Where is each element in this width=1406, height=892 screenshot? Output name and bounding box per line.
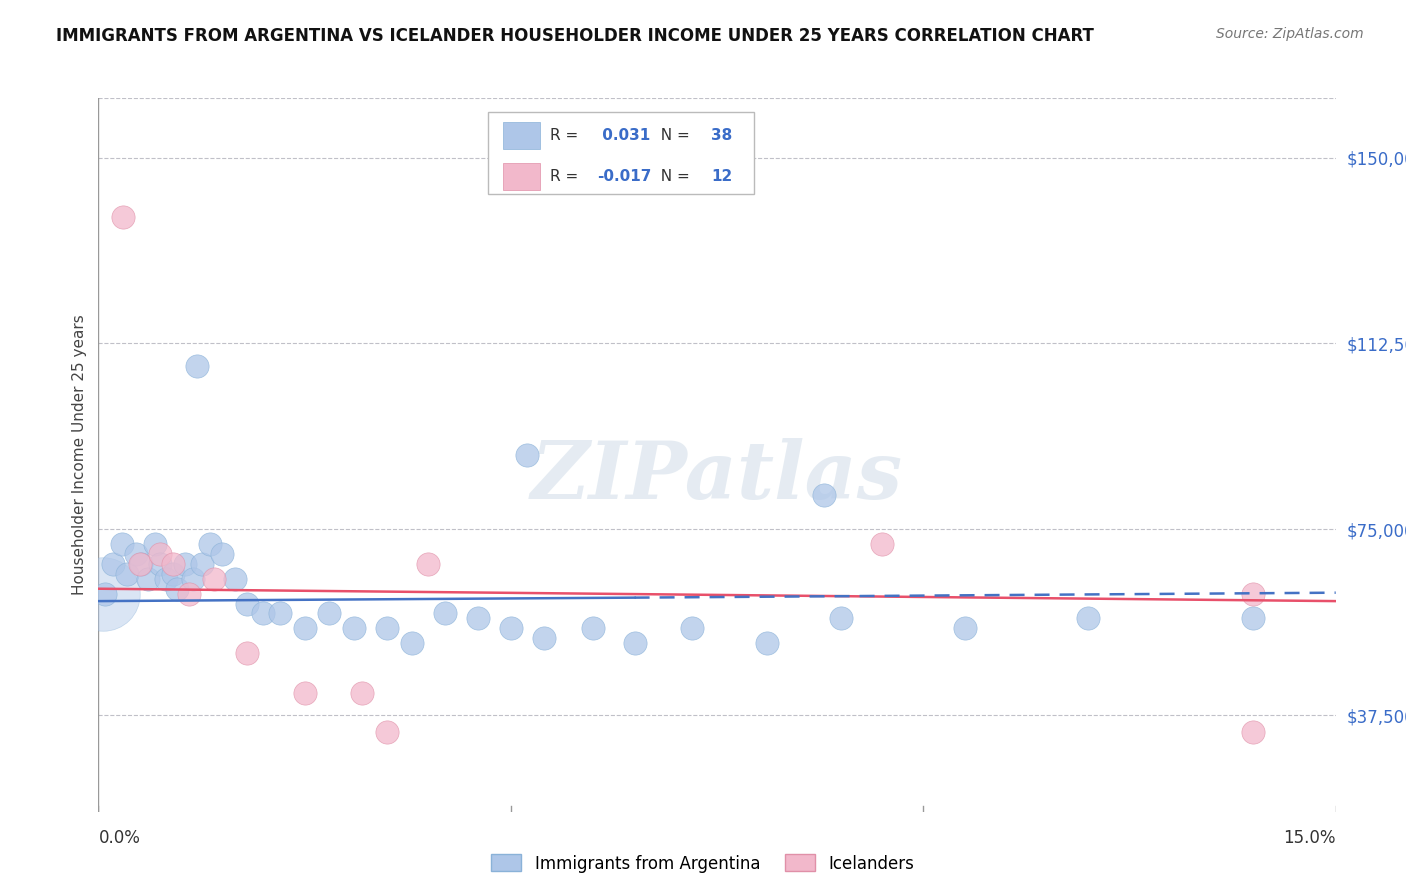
- FancyBboxPatch shape: [503, 122, 540, 149]
- Point: [352, 686, 374, 700]
- Point: [623, 636, 645, 650]
- Legend: Immigrants from Argentina, Icelanders: Immigrants from Argentina, Icelanders: [485, 847, 921, 880]
- Point: [136, 572, 159, 586]
- Point: [143, 537, 166, 551]
- Text: R =: R =: [550, 128, 583, 143]
- Point: [755, 636, 778, 650]
- Text: 0.0%: 0.0%: [98, 829, 141, 847]
- Point: [124, 547, 146, 561]
- Point: [252, 607, 274, 621]
- Point: [186, 359, 208, 373]
- Point: [375, 621, 398, 635]
- Text: Source: ZipAtlas.com: Source: ZipAtlas.com: [1216, 27, 1364, 41]
- Point: [179, 587, 201, 601]
- Text: N =: N =: [651, 169, 695, 184]
- Text: 0.031: 0.031: [598, 128, 651, 143]
- Point: [813, 487, 835, 501]
- Text: -0.017: -0.017: [598, 169, 651, 184]
- FancyBboxPatch shape: [488, 112, 754, 194]
- Point: [128, 557, 150, 571]
- Point: [1241, 725, 1264, 739]
- Point: [830, 611, 852, 625]
- Text: 12: 12: [711, 169, 733, 184]
- Point: [433, 607, 456, 621]
- Point: [202, 572, 225, 586]
- Point: [131, 557, 153, 571]
- Point: [149, 557, 172, 571]
- Point: [953, 621, 976, 635]
- Point: [533, 632, 555, 646]
- Text: N =: N =: [651, 128, 695, 143]
- Point: [582, 621, 605, 635]
- Point: [94, 587, 117, 601]
- Point: [375, 725, 398, 739]
- Point: [174, 557, 197, 571]
- Point: [467, 611, 489, 625]
- Point: [103, 557, 125, 571]
- Text: IMMIGRANTS FROM ARGENTINA VS ICELANDER HOUSEHOLDER INCOME UNDER 25 YEARS CORRELA: IMMIGRANTS FROM ARGENTINA VS ICELANDER H…: [56, 27, 1094, 45]
- Point: [343, 621, 366, 635]
- Point: [190, 557, 212, 571]
- Point: [198, 537, 221, 551]
- Text: 38: 38: [711, 128, 733, 143]
- Point: [112, 210, 135, 224]
- Point: [870, 537, 893, 551]
- Point: [516, 448, 538, 462]
- Point: [149, 547, 172, 561]
- Point: [162, 566, 184, 581]
- Point: [1077, 611, 1099, 625]
- Point: [236, 597, 259, 611]
- Text: 15.0%: 15.0%: [1284, 829, 1336, 847]
- Point: [294, 621, 316, 635]
- Point: [181, 572, 204, 586]
- Point: [1241, 587, 1264, 601]
- Point: [681, 621, 703, 635]
- Point: [117, 566, 139, 581]
- Point: [224, 572, 246, 586]
- Point: [155, 572, 177, 586]
- Point: [318, 607, 340, 621]
- Point: [1241, 611, 1264, 625]
- Point: [162, 557, 184, 571]
- Point: [499, 621, 522, 635]
- Point: [166, 582, 188, 596]
- FancyBboxPatch shape: [503, 163, 540, 190]
- Point: [401, 636, 423, 650]
- Point: [418, 557, 440, 571]
- Y-axis label: Householder Income Under 25 years: Householder Income Under 25 years: [72, 315, 87, 595]
- Text: ZIPatlas: ZIPatlas: [531, 438, 903, 515]
- Point: [294, 686, 316, 700]
- Point: [91, 587, 114, 601]
- Point: [110, 537, 132, 551]
- Point: [211, 547, 233, 561]
- Point: [236, 646, 259, 660]
- Text: R =: R =: [550, 169, 583, 184]
- Point: [269, 607, 291, 621]
